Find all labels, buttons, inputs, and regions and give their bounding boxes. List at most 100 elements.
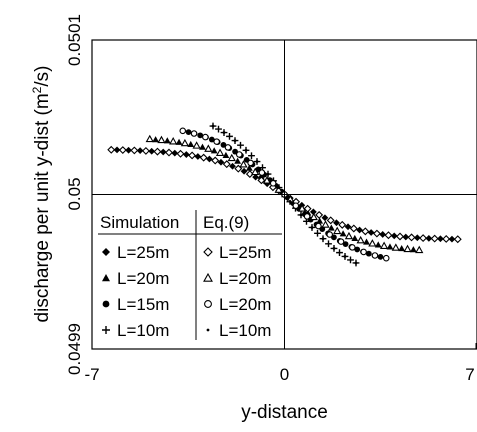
series-5-point-1 [157, 135, 166, 144]
series-4-point-21 [349, 224, 358, 233]
series-5-point-5 [204, 144, 213, 152]
series-7-point-11 [332, 247, 336, 250]
series-3-point-25 [347, 256, 354, 264]
series-5-point-3 [180, 138, 190, 147]
series-0-point-5 [136, 147, 144, 155]
series-6-point-12 [315, 222, 322, 230]
series-6-point-3 [213, 138, 220, 145]
series-5-point-6 [215, 148, 225, 156]
series-2-point-34 [377, 253, 384, 260]
series-7-point-3 [244, 148, 248, 152]
series-7-point-9 [310, 226, 314, 229]
series-4-point-17 [303, 204, 312, 213]
series-4-point-6 [176, 149, 185, 158]
series-5-point-0 [145, 134, 154, 143]
series-5-point-11 [274, 185, 283, 193]
y-axis-label-end: /s) [32, 66, 53, 87]
y-axis-label: discharge per unit y-dist (m2/s) [30, 66, 53, 323]
series-4-point-5 [165, 148, 173, 157]
series-1-point-39 [374, 241, 382, 248]
series-2-point-5 [208, 136, 215, 143]
series-4-point-12 [245, 170, 254, 179]
x-tick-label-mid: 0 [280, 365, 289, 384]
legend-header-equation: Eq.(9) [203, 213, 249, 232]
series-1-point-37 [363, 238, 370, 245]
series-5-point-15 [321, 220, 330, 228]
legend-eq-label-0: L=25m [219, 243, 271, 262]
series-4-point-19 [326, 216, 335, 225]
series-4-point-8 [199, 153, 208, 162]
series-1-point-31 [327, 224, 335, 231]
x-tick-label-min: -7 [84, 365, 99, 384]
legend-sim-marker-3 [102, 326, 110, 334]
series-1-point-15 [234, 157, 242, 164]
series-4-point-26 [407, 233, 416, 242]
series-7-point-2 [233, 139, 237, 142]
series-4-point-1 [118, 146, 127, 155]
legend-eq-marker-1 [203, 272, 213, 282]
series-7-point-6 [277, 186, 281, 189]
series-6-point-4 [224, 144, 232, 151]
series-6-point-17 [371, 252, 379, 259]
series-5-point-23 [415, 245, 424, 254]
series-4-equation [107, 145, 462, 244]
series-4-point-10 [222, 160, 231, 169]
series-5-equation [145, 134, 424, 254]
series-0-point-39 [333, 219, 340, 227]
series-0-point-13 [182, 151, 190, 158]
series-2-point-3 [197, 132, 204, 139]
series-4-point-18 [315, 210, 324, 219]
series-4-point-7 [188, 151, 197, 160]
series-2-point-1 [185, 129, 192, 136]
series-4-point-0 [107, 145, 116, 154]
series-0-point-51 [402, 233, 410, 241]
y-tick-label-mid: 0.05 [65, 177, 84, 210]
series-0-point-3 [125, 146, 132, 154]
legend-eq-label-2: L=20m [219, 295, 271, 314]
legend-eq-marker-2 [204, 300, 212, 308]
legend: Simulation Eq.(9) L=25m L=25m L=20m L=20m L=15… [98, 210, 282, 340]
legend-eq-label-1: L=20m [219, 269, 271, 288]
series-4-point-20 [338, 220, 347, 229]
series-3-point-21 [325, 240, 332, 248]
series-5-point-4 [192, 141, 201, 149]
series-4-point-22 [361, 227, 370, 236]
legend-eq-label-3: L=10m [219, 321, 271, 340]
series-4-point-4 [153, 147, 162, 156]
series-5-point-20 [379, 241, 389, 249]
legend-box [96, 205, 284, 342]
series-6-point-15 [349, 244, 356, 251]
y-axis-label-main: discharge per unit y-dist (m [32, 93, 53, 322]
series-4-point-29 [442, 234, 451, 243]
series-3-point-23 [336, 249, 343, 257]
series-6-point-14 [337, 238, 345, 245]
series-4-point-30 [453, 235, 462, 244]
series-5-point-16 [333, 226, 342, 235]
series-7-point-7 [288, 200, 292, 203]
series-0-point-17 [206, 155, 213, 163]
series-6-point-16 [360, 248, 367, 256]
data-marks [107, 122, 462, 267]
series-7-point-1 [222, 131, 226, 134]
series-1-point-13 [222, 151, 230, 159]
legend-sim-label-1: L=20m [117, 269, 169, 288]
series-7-point-8 [299, 213, 303, 217]
series-7-point-10 [321, 237, 325, 241]
series-1-point-45 [409, 246, 417, 253]
series-1-point-35 [351, 234, 359, 242]
series-0-point-1 [113, 146, 121, 154]
series-0-point-19 [217, 158, 225, 166]
series-1-point-7 [187, 140, 195, 147]
series-5-point-21 [391, 243, 400, 251]
series-6-point-7 [258, 169, 266, 176]
series-5-point-10 [262, 176, 272, 184]
series-0-point-49 [390, 232, 398, 240]
series-6-point-18 [382, 254, 390, 262]
series-3-point-19 [314, 229, 321, 237]
series-7-point-12 [343, 255, 347, 258]
series-1-point-9 [199, 143, 206, 150]
series-5-point-13 [297, 204, 307, 212]
y-tick-label-min: 0.0499 [65, 323, 84, 375]
series-4-point-27 [419, 234, 428, 243]
